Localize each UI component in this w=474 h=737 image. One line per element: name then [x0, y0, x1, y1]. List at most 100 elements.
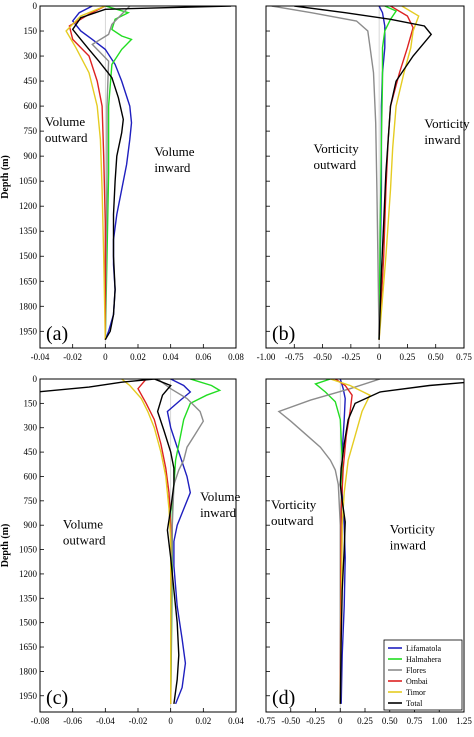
panel-4: -0.75 -0.50 -0.25 0 0.25 0.50 0.75 1.00 1.25 Vort…: [257, 378, 472, 726]
plot-frame: [265, 5, 465, 349]
x-tick-label: -0.75: [257, 716, 276, 726]
x-tick-label: 0: [168, 716, 173, 726]
series-line-ombai: [378, 6, 414, 340]
annotation-line: inward: [424, 132, 461, 147]
annotation: Volume outward: [63, 516, 106, 547]
plot-frame: [39, 5, 237, 349]
x-tick-label: -0.04: [31, 352, 50, 362]
annotation-line: Vorticity: [424, 116, 470, 131]
legend-box: [383, 639, 463, 711]
annotation-line: outward: [271, 513, 314, 528]
x-tick-label: 0.25: [400, 352, 416, 362]
annotation-line: Volume: [200, 489, 240, 504]
legend-entry: Timor: [406, 688, 426, 697]
legend-entry: Ombai: [406, 677, 429, 686]
annotation: Volume inward: [200, 489, 240, 520]
x-tick-label: 0.06: [195, 352, 211, 362]
y-tick-label: 1650: [19, 276, 38, 286]
y-tick-label: 1500: [19, 618, 38, 628]
x-tick-label: 0.08: [228, 352, 244, 362]
y-tick-label: 450: [24, 76, 38, 86]
y-axis-label: Depth (m): [0, 524, 11, 568]
x-tick-label: 0.75: [407, 716, 423, 726]
y-tick-label: 600: [24, 471, 38, 481]
series-line-timor: [330, 379, 371, 704]
panel-label: (c): [46, 687, 68, 709]
annotation: Vorticity inward: [424, 116, 470, 147]
series-line-halmahera: [170, 379, 222, 704]
series-line-total: [71, 6, 232, 341]
series-line-ombai: [68, 6, 107, 340]
x-tick-label: 0.50: [382, 716, 398, 726]
x-tick-label: 0.02: [130, 352, 146, 362]
x-tick-label: -0.25: [306, 716, 325, 726]
series-line-flores: [271, 6, 380, 340]
y-tick-label: 1800: [19, 666, 38, 676]
x-tick-label: 0.25: [357, 716, 373, 726]
annotation-line: inward: [200, 505, 237, 520]
y-tick-label: 1350: [19, 226, 38, 236]
series-line-timor: [65, 6, 106, 340]
annotation-line: Volume: [63, 516, 103, 531]
x-tick-label: 0: [338, 716, 343, 726]
panel-2: -1.00 -0.75 -0.50 -0.25 0 0.25 0.50 0.75 Vortici…: [257, 5, 472, 362]
x-tick-label: -1.00: [257, 352, 276, 362]
y-tick-label: 900: [24, 151, 38, 161]
legend-entry: Flores: [406, 666, 426, 675]
legend: Lifamatola Halmahera Flores Ombai Timor Total: [383, 639, 463, 711]
annotation: Vorticity outward: [314, 141, 360, 172]
y-tick-label: 300: [24, 51, 38, 61]
x-tick-label: -0.50: [281, 716, 300, 726]
annotation-line: Vorticity: [390, 521, 436, 536]
x-tick-label: 0.04: [228, 716, 244, 726]
y-tick-label: 0: [33, 1, 38, 11]
y-tick-label: 1800: [19, 301, 38, 311]
legend-entry: Lifamatola: [406, 644, 442, 653]
panel-label: (a): [46, 323, 68, 345]
annotation: Vorticity inward: [390, 521, 436, 552]
annotation-line: inward: [154, 160, 191, 175]
y-tick-label: 750: [24, 496, 38, 506]
y-tick-label: 600: [24, 101, 38, 111]
annotation-line: Vorticity: [271, 497, 317, 512]
x-tick-label: 0: [103, 352, 108, 362]
x-tick-label: 0: [377, 352, 382, 362]
x-tick-label: 0.04: [163, 352, 179, 362]
panel-label: (d): [272, 687, 295, 709]
annotation-line: Volume: [45, 114, 85, 129]
x-tick-label: -0.02: [129, 716, 148, 726]
series-line-flores: [91, 6, 131, 340]
legend-entry: Halmahera: [406, 655, 442, 664]
series-line-timor: [121, 379, 172, 704]
y-tick-label: 1950: [19, 691, 38, 701]
annotation: Vorticity outward: [271, 497, 317, 528]
x-tick-label: 0.75: [456, 352, 472, 362]
y-tick-label: 1050: [19, 545, 38, 555]
series-line-flores: [157, 379, 205, 704]
y-tick-label: 1200: [19, 201, 38, 211]
annotation: Volume inward: [154, 144, 194, 175]
panel-1: -0.04 -0.02 0 0.02 0.04 0.06 0.08 0 150 300 450 600…: [0, 1, 244, 362]
y-tick-label: 750: [24, 126, 38, 136]
annotation-line: Vorticity: [314, 141, 360, 156]
y-tick-label: 1200: [19, 569, 38, 579]
y-tick-label: 1050: [19, 176, 38, 186]
x-tick-label: -0.75: [285, 352, 304, 362]
series-line-halmahera: [314, 379, 343, 704]
annotation-line: Volume: [154, 144, 194, 159]
annotation-line: outward: [45, 130, 88, 145]
x-tick-label: 1.25: [456, 716, 472, 726]
x-tick-label: -0.06: [63, 716, 82, 726]
annotation-line: outward: [63, 532, 106, 547]
y-tick-label: 1350: [19, 593, 38, 603]
x-tick-label: -0.08: [31, 716, 50, 726]
series-line-halmahera: [378, 6, 398, 340]
panel-label: (b): [272, 323, 295, 345]
y-tick-label: 1950: [19, 326, 38, 336]
y-tick-label: 450: [24, 447, 38, 457]
x-tick-label: -0.04: [96, 716, 115, 726]
y-tick-label: 0: [33, 374, 38, 384]
x-tick-label: 1.00: [431, 716, 447, 726]
x-tick-label: -0.25: [341, 352, 360, 362]
panel-3: -0.08 -0.06 -0.04 -0.02 0 0.02 0.04 0 150 300 450 6…: [0, 374, 244, 726]
